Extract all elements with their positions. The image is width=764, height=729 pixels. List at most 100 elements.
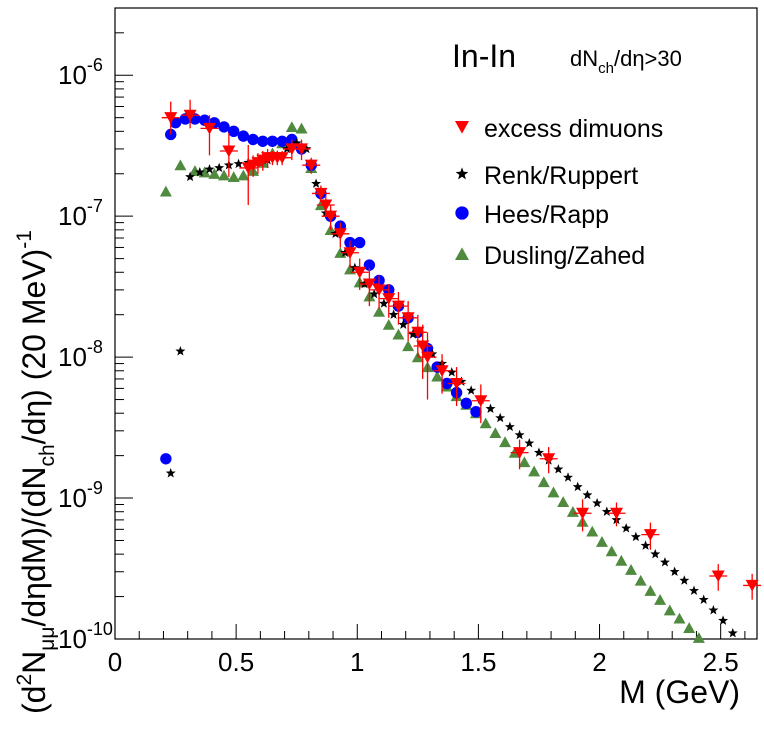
data-point bbox=[586, 525, 599, 537]
data-point bbox=[679, 575, 690, 585]
cut-sub: ch bbox=[598, 60, 614, 77]
series-hees-rapp bbox=[160, 113, 482, 465]
data-point bbox=[479, 417, 492, 429]
data-point bbox=[524, 437, 535, 448]
data-point bbox=[285, 121, 298, 133]
cut-rest: /dη>30 bbox=[614, 46, 682, 71]
data-point bbox=[266, 135, 279, 147]
y-tick-base: 10 bbox=[58, 60, 87, 90]
data-point bbox=[214, 162, 225, 173]
data-point bbox=[204, 164, 215, 174]
data-point bbox=[165, 468, 176, 478]
data-point bbox=[247, 133, 259, 146]
data-point bbox=[295, 122, 308, 134]
series-renk-ruppert bbox=[165, 137, 738, 638]
data-point bbox=[640, 540, 651, 550]
data-point bbox=[311, 178, 322, 188]
data-point bbox=[489, 427, 502, 438]
y-axis-title: (d2Nμμ/dηdM)/(dNch/dη) (20 MeV)-1 bbox=[13, 230, 59, 714]
legend-marker bbox=[455, 206, 469, 220]
legend-marker bbox=[455, 247, 469, 260]
data-point bbox=[456, 376, 467, 386]
data-point bbox=[698, 594, 709, 604]
data-point bbox=[673, 612, 686, 624]
data-point bbox=[227, 171, 240, 182]
legend-item: excess dimuons bbox=[455, 115, 663, 143]
legend-label: Dusling/Zahed bbox=[484, 242, 645, 270]
y-tick-label: 10-7 bbox=[58, 196, 103, 231]
y-axis-title-part: /dη) (20 MeV) bbox=[16, 249, 52, 445]
data-point bbox=[727, 627, 738, 638]
legend-marker bbox=[455, 121, 469, 134]
x-tick-label: 1.5 bbox=[460, 647, 496, 677]
data-point bbox=[218, 121, 230, 133]
data-point bbox=[314, 187, 328, 200]
data-point bbox=[159, 185, 172, 197]
data-point bbox=[174, 159, 187, 171]
data-point bbox=[605, 545, 618, 557]
data-point bbox=[416, 340, 430, 353]
y-axis-title-part: 2 bbox=[13, 674, 36, 686]
legend-label: excess dimuons bbox=[484, 115, 663, 143]
data-point bbox=[369, 288, 380, 299]
y-axis-title-part: /dηdM)/(dN bbox=[16, 467, 52, 627]
y-tick-exponent: -10 bbox=[87, 619, 113, 639]
data-point bbox=[378, 298, 389, 308]
data-point bbox=[518, 456, 531, 468]
data-point bbox=[275, 152, 289, 164]
data-point bbox=[495, 412, 506, 423]
data-point bbox=[609, 507, 623, 520]
data-point bbox=[441, 377, 453, 390]
legend-item: Renk/Ruppert bbox=[455, 162, 638, 190]
data-point bbox=[362, 278, 376, 291]
data-point bbox=[401, 312, 415, 325]
x-tick-label: 0.5 bbox=[218, 647, 254, 677]
data-point bbox=[237, 130, 250, 142]
data-point bbox=[470, 405, 482, 418]
data-point bbox=[563, 472, 573, 482]
y-tick-exponent: -7 bbox=[87, 196, 103, 216]
x-tick-label: 2 bbox=[592, 647, 606, 677]
data-point bbox=[708, 605, 719, 615]
data-point bbox=[175, 346, 186, 356]
x-tick-label: 2.5 bbox=[703, 647, 739, 677]
data-point bbox=[353, 236, 366, 249]
data-point bbox=[683, 622, 696, 633]
data-point bbox=[373, 306, 386, 317]
data-point bbox=[553, 464, 564, 474]
data-point bbox=[711, 570, 725, 583]
data-point bbox=[382, 318, 395, 330]
data-point bbox=[572, 481, 583, 492]
y-axis-title-part: N bbox=[16, 651, 52, 674]
y-tick-label: 10-9 bbox=[58, 478, 103, 513]
y-tick-label: 10-8 bbox=[58, 337, 103, 372]
multiplicity-cut: dNch/dη>30 bbox=[570, 46, 682, 77]
data-point bbox=[474, 395, 488, 407]
data-point bbox=[446, 367, 457, 377]
legend-item: Hees/Rapp bbox=[455, 201, 609, 229]
legend-item: Dusling/Zahed bbox=[455, 242, 645, 270]
data-point bbox=[164, 112, 178, 124]
data-point bbox=[566, 506, 579, 517]
data-point bbox=[669, 566, 680, 576]
data-point bbox=[237, 169, 250, 181]
data-point bbox=[582, 489, 593, 500]
data-point bbox=[304, 159, 318, 172]
data-point bbox=[372, 284, 386, 297]
data-point bbox=[222, 145, 236, 158]
data-point bbox=[601, 506, 612, 516]
data-point bbox=[621, 523, 632, 533]
data-point bbox=[185, 171, 196, 182]
data-point bbox=[504, 421, 515, 432]
data-point bbox=[431, 370, 444, 382]
data-point bbox=[398, 319, 409, 329]
data-point bbox=[537, 476, 550, 488]
data-point bbox=[218, 169, 231, 181]
data-point bbox=[392, 328, 405, 340]
legend-marker bbox=[455, 167, 469, 180]
x-tick-label: 1 bbox=[350, 647, 364, 677]
data-point bbox=[382, 293, 396, 305]
cut-base: dN bbox=[570, 46, 598, 71]
data-point bbox=[257, 135, 269, 147]
